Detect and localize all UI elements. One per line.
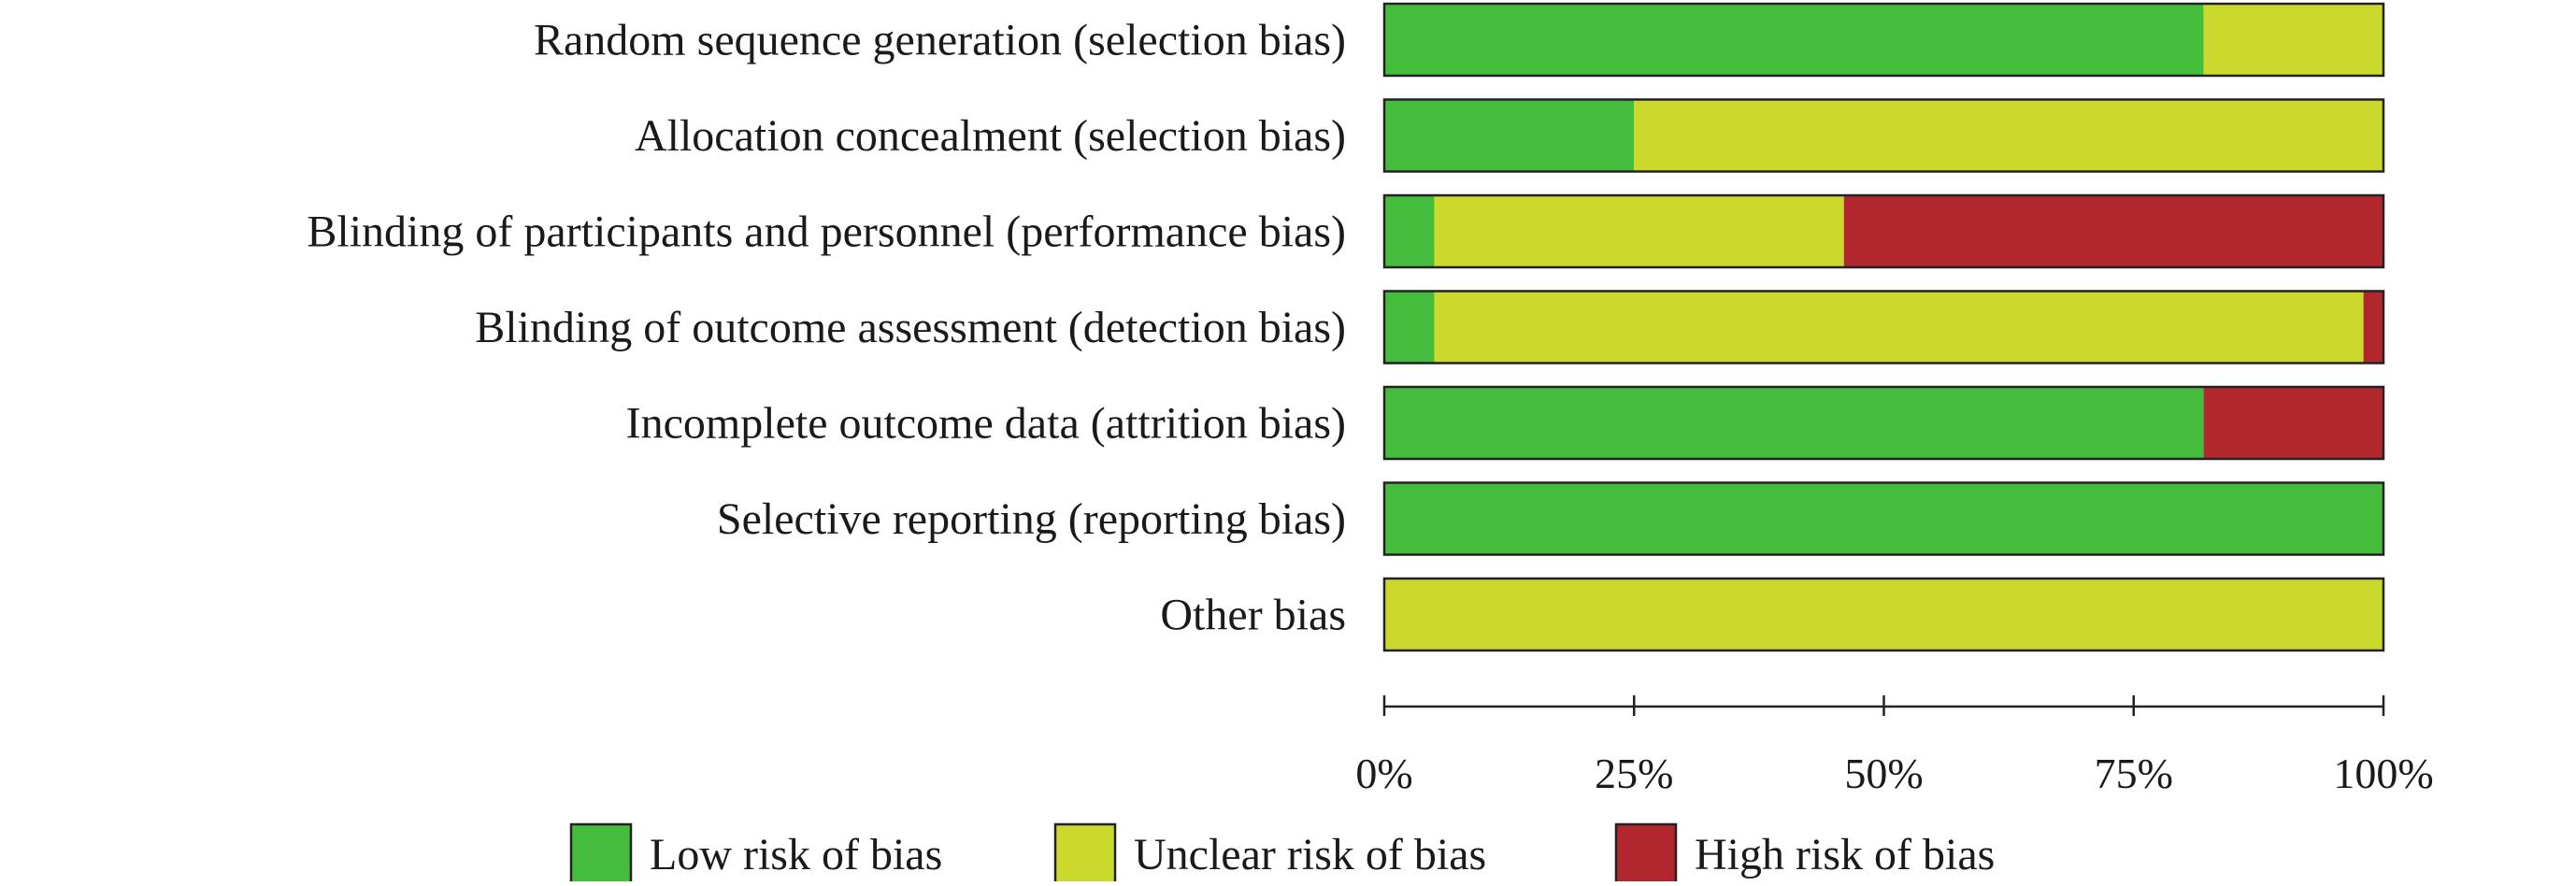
bar-outline xyxy=(1382,193,2385,269)
bar-segment-low xyxy=(1384,291,1435,364)
category-label: Random sequence generation (selection bi… xyxy=(534,16,1346,65)
bar-segment-low xyxy=(1384,482,2383,555)
legend-swatch xyxy=(569,822,633,886)
bar-segment-unclear xyxy=(1384,579,2383,650)
x-tick-label: 0% xyxy=(1355,750,1412,797)
category-label: Selective reporting (reporting bias) xyxy=(717,494,1346,544)
bar-segment-unclear xyxy=(2203,4,2383,76)
bar-outline xyxy=(1382,98,2385,173)
x-tick-label: 75% xyxy=(2095,750,2173,797)
bar-segment-high xyxy=(2203,387,2383,459)
bar-outline xyxy=(1382,2,2385,78)
bar-segment-low xyxy=(1384,195,1435,267)
legend: Low risk of bias Unclear risk of bias High… xyxy=(569,822,1995,886)
legend-label: High risk of bias xyxy=(1695,830,1995,879)
bar-segment-low xyxy=(1384,99,1635,172)
category-label: Allocation concealment (selection bias) xyxy=(635,111,1346,161)
bars xyxy=(1382,2,2385,652)
bar-segment-high xyxy=(2363,291,2383,364)
category-label: Other bias xyxy=(1160,591,1346,640)
legend-label: Low risk of bias xyxy=(650,830,942,879)
x-tick-label: 25% xyxy=(1595,750,1673,797)
bar-segment-unclear xyxy=(1634,99,2383,172)
bar-segment-low xyxy=(1384,387,2204,459)
bar-segment-high xyxy=(1843,195,2383,267)
category-labels: Random sequence generation (selection bi… xyxy=(307,16,1346,640)
x-tick-label: 100% xyxy=(2333,750,2433,797)
bar-outline xyxy=(1382,385,2385,461)
bar-outline xyxy=(1382,577,2385,652)
legend-swatch xyxy=(1053,822,1117,886)
bar-outline xyxy=(1382,290,2385,364)
bar-segment-low xyxy=(1384,4,2204,76)
x-axis: 0% 25% 50% 75% 100% xyxy=(1355,695,2434,797)
legend-label: Unclear risk of bias xyxy=(1134,830,1486,879)
category-label: Incomplete outcome data (attrition bias) xyxy=(626,399,1346,449)
category-label: Blinding of participants and personnel (… xyxy=(307,207,1346,257)
bar-segment-unclear xyxy=(1434,291,2364,364)
category-label: Blinding of outcome assessment (detectio… xyxy=(475,303,1346,352)
x-tick-label: 50% xyxy=(1844,750,1923,797)
bar-outline xyxy=(1382,481,2385,556)
bar-segment-unclear xyxy=(1434,195,1844,267)
legend-swatch xyxy=(1614,822,1678,886)
